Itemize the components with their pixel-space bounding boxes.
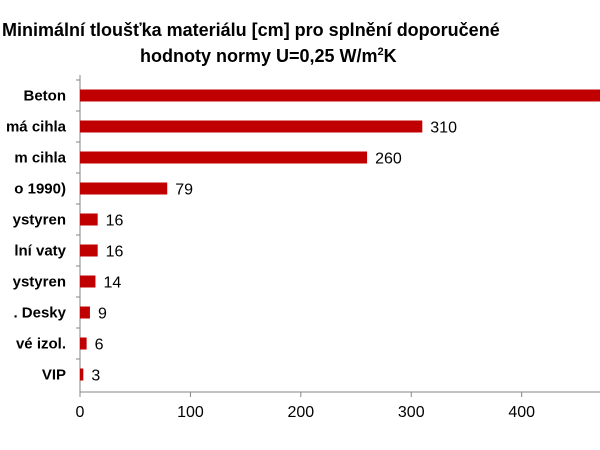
plot-area: Beton má cihla 310 m cihla 260 o 1990) 79 ystyr… — [6, 75, 600, 421]
data-label: 3 — [91, 368, 100, 385]
category-label: m cihla — [14, 150, 66, 167]
bar — [80, 306, 90, 319]
title-superscript: 2 — [377, 46, 384, 58]
category-label: má cihla — [6, 119, 67, 136]
title-line-2-text: hodnoty normy U=0,25 W/m — [140, 46, 378, 66]
data-label: 79 — [175, 182, 193, 199]
data-label: 310 — [430, 120, 457, 137]
bar — [80, 337, 87, 350]
x-tick-label: 0 — [76, 404, 85, 421]
category-label: Beton — [24, 88, 67, 105]
chart-title-line-2: hodnoty normy U=0,25 W/m2K — [140, 46, 397, 67]
category-label: vé izol. — [16, 336, 66, 353]
bar — [80, 182, 168, 195]
category-label: ystyren — [13, 274, 66, 291]
x-tick-label: 400 — [508, 404, 535, 421]
data-label: 260 — [375, 151, 402, 168]
title-line-2-suffix: K — [383, 46, 397, 66]
x-tick-label: 100 — [177, 404, 204, 421]
data-label: 14 — [103, 275, 121, 292]
category-label: ystyren — [13, 212, 66, 229]
category-label: lní vaty — [14, 243, 66, 260]
bar — [80, 368, 84, 381]
category-label: o 1990) — [14, 181, 66, 198]
bar — [80, 244, 98, 257]
bar — [80, 120, 423, 133]
x-tick-label: 200 — [287, 404, 314, 421]
bar — [80, 151, 368, 164]
bar — [80, 275, 96, 288]
category-label: . Desky — [13, 305, 66, 322]
data-label: 16 — [106, 213, 124, 230]
data-label: 6 — [95, 337, 104, 354]
data-label: 9 — [98, 306, 107, 323]
bar — [80, 89, 600, 102]
category-label: VIP — [42, 367, 66, 384]
chart-title-line-1: Minimální tloušťka materiálu [cm] pro sp… — [2, 20, 500, 40]
data-label: 16 — [106, 244, 124, 261]
x-tick-label: 300 — [398, 404, 425, 421]
chart-title: Minimální tloušťka materiálu [cm] pro sp… — [0, 0, 600, 75]
bar — [80, 213, 98, 226]
